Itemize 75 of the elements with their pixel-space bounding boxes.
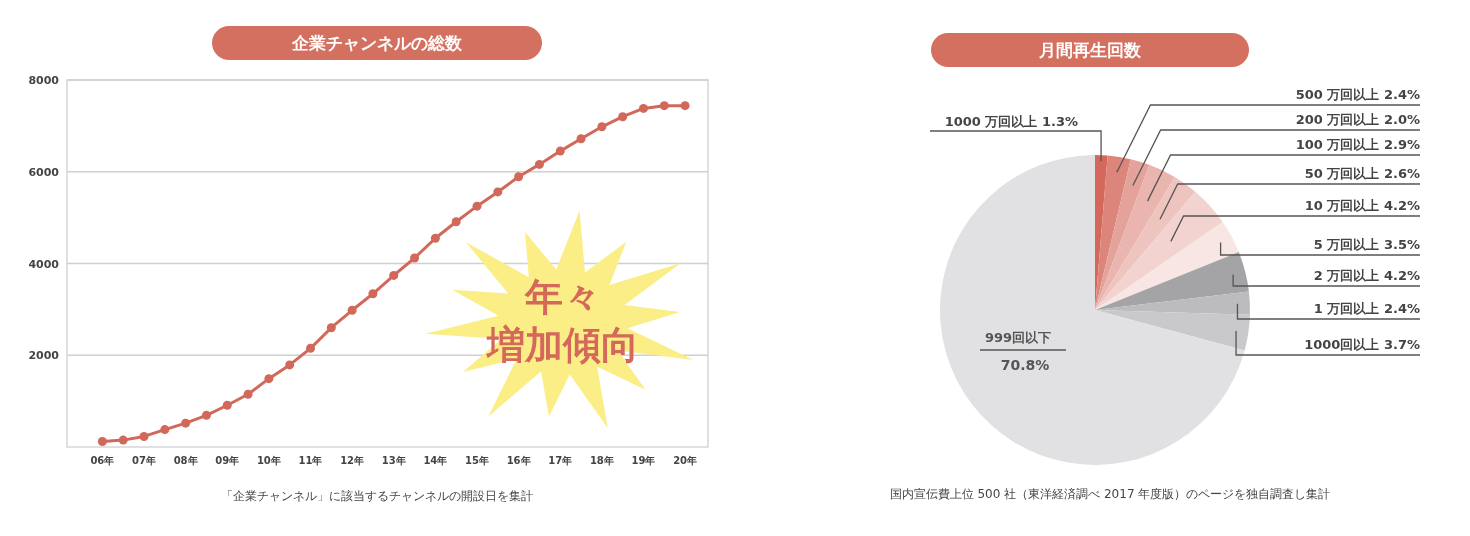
- point: [659, 101, 669, 111]
- annotation: 年々: [524, 275, 601, 319]
- point: [451, 217, 461, 227]
- x-tick-label: 09年: [215, 455, 240, 466]
- y-tick-label: 4000: [28, 257, 60, 271]
- text: 国内宣伝費上位 500 社（東洋経済調べ 2017 年度版）のページを独自調査し集計: [889, 487, 1331, 501]
- point: [347, 305, 357, 315]
- point: [326, 323, 336, 333]
- slice-label: 5 万回以上 3.5%: [1313, 237, 1420, 252]
- point: [201, 410, 211, 420]
- point: [139, 431, 149, 441]
- y-tick-label: 6000: [28, 165, 60, 179]
- point: [285, 360, 295, 370]
- point: [638, 103, 648, 113]
- x-tick-label: 12年: [340, 455, 365, 466]
- slice-label: 10 万回以上 4.2%: [1304, 198, 1420, 213]
- point: [618, 112, 628, 122]
- text: 「企業チャンネル」に該当するチャンネルの開設日を集計: [221, 489, 533, 503]
- slice-label: 1 万回以上 2.4%: [1313, 301, 1420, 316]
- x-tick-label: 17年: [548, 455, 573, 466]
- point: [306, 343, 315, 353]
- point: [389, 270, 399, 280]
- point: [368, 289, 378, 299]
- x-tick-label: 20年: [673, 455, 698, 466]
- point: [118, 435, 128, 445]
- point: [410, 253, 420, 263]
- x-tick-label: 13年: [381, 455, 406, 466]
- x-tick-label: 11年: [298, 455, 323, 466]
- point: [160, 425, 170, 435]
- y-tick-label: 8000: [28, 74, 60, 87]
- annotation: 増加傾向: [485, 323, 639, 367]
- x-tick-label: 19年: [631, 455, 656, 466]
- point: [597, 122, 607, 132]
- chart-title: 企業チャンネルの総数: [291, 33, 463, 53]
- point: [181, 418, 191, 428]
- point: [576, 134, 586, 144]
- pie-slice: [1095, 177, 1196, 310]
- pie-slice: [940, 155, 1245, 465]
- point: [555, 146, 565, 156]
- pie-slice: [1095, 159, 1150, 310]
- pie-slice: [1095, 222, 1239, 310]
- x-tick-label: 16年: [506, 455, 531, 466]
- chart-title: 月間再生回数: [1038, 40, 1142, 60]
- slice-label: 1000回以上 3.7%: [1304, 337, 1420, 352]
- point: [472, 201, 482, 211]
- slice-label: 500 万回以上 2.4%: [1295, 87, 1420, 102]
- point: [97, 437, 107, 446]
- point: [264, 374, 274, 384]
- point: [493, 187, 503, 197]
- pie-slice: [1095, 164, 1175, 310]
- pie-slice: [1095, 191, 1223, 310]
- slice-label: 200 万回以上 2.0%: [1295, 112, 1420, 127]
- slice-label: 100 万回以上 2.9%: [1295, 137, 1420, 152]
- point: [243, 389, 253, 399]
- slice-label: 50 万回以上 2.6%: [1304, 166, 1420, 181]
- point: [514, 172, 524, 182]
- point: [534, 159, 544, 169]
- point: [680, 101, 690, 111]
- pie-slice: [1095, 155, 1131, 310]
- x-tick-label: 07年: [132, 455, 156, 466]
- x-tick-label: 08年: [173, 455, 198, 466]
- x-tick-label: 06年: [90, 455, 115, 466]
- point: [222, 400, 232, 410]
- x-tick-label: 10年: [256, 455, 281, 466]
- x-tick-label: 14年: [423, 455, 448, 466]
- slice-label: 1000 万回以上 1.3%: [944, 114, 1078, 129]
- slice-label: 2 万回以上 4.2%: [1313, 268, 1420, 283]
- data-label: 70.8%: [1000, 357, 1050, 373]
- y-tick-label: 2000: [28, 349, 60, 363]
- pie-slice: [1095, 252, 1249, 310]
- point: [430, 233, 440, 243]
- x-tick-label: 18年: [589, 455, 614, 466]
- pie-slice: [1095, 310, 1250, 351]
- slice-label: 999回以下: [984, 330, 1052, 345]
- x-tick-label: 15年: [465, 455, 489, 466]
